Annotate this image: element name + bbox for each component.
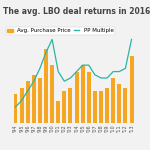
Bar bbox=[93, 91, 97, 123]
Bar bbox=[14, 94, 17, 123]
Bar bbox=[87, 72, 91, 123]
Bar bbox=[44, 49, 48, 123]
Bar bbox=[75, 72, 79, 123]
Bar bbox=[123, 88, 127, 123]
Bar bbox=[50, 65, 54, 123]
Bar bbox=[117, 84, 121, 123]
Bar bbox=[81, 65, 85, 123]
Bar bbox=[20, 88, 24, 123]
Legend: Avg. Purchase Price, PP Multiple: Avg. Purchase Price, PP Multiple bbox=[6, 27, 115, 35]
Bar bbox=[105, 88, 109, 123]
Bar bbox=[111, 78, 115, 123]
Bar bbox=[38, 78, 42, 123]
Bar bbox=[26, 81, 30, 123]
Bar bbox=[56, 100, 60, 123]
Text: The avg. LBO deal returns in 2016: The avg. LBO deal returns in 2016 bbox=[3, 8, 150, 16]
Bar bbox=[62, 91, 66, 123]
Bar bbox=[99, 91, 103, 123]
Bar bbox=[130, 56, 134, 123]
Bar bbox=[32, 75, 36, 123]
Bar bbox=[68, 88, 72, 123]
